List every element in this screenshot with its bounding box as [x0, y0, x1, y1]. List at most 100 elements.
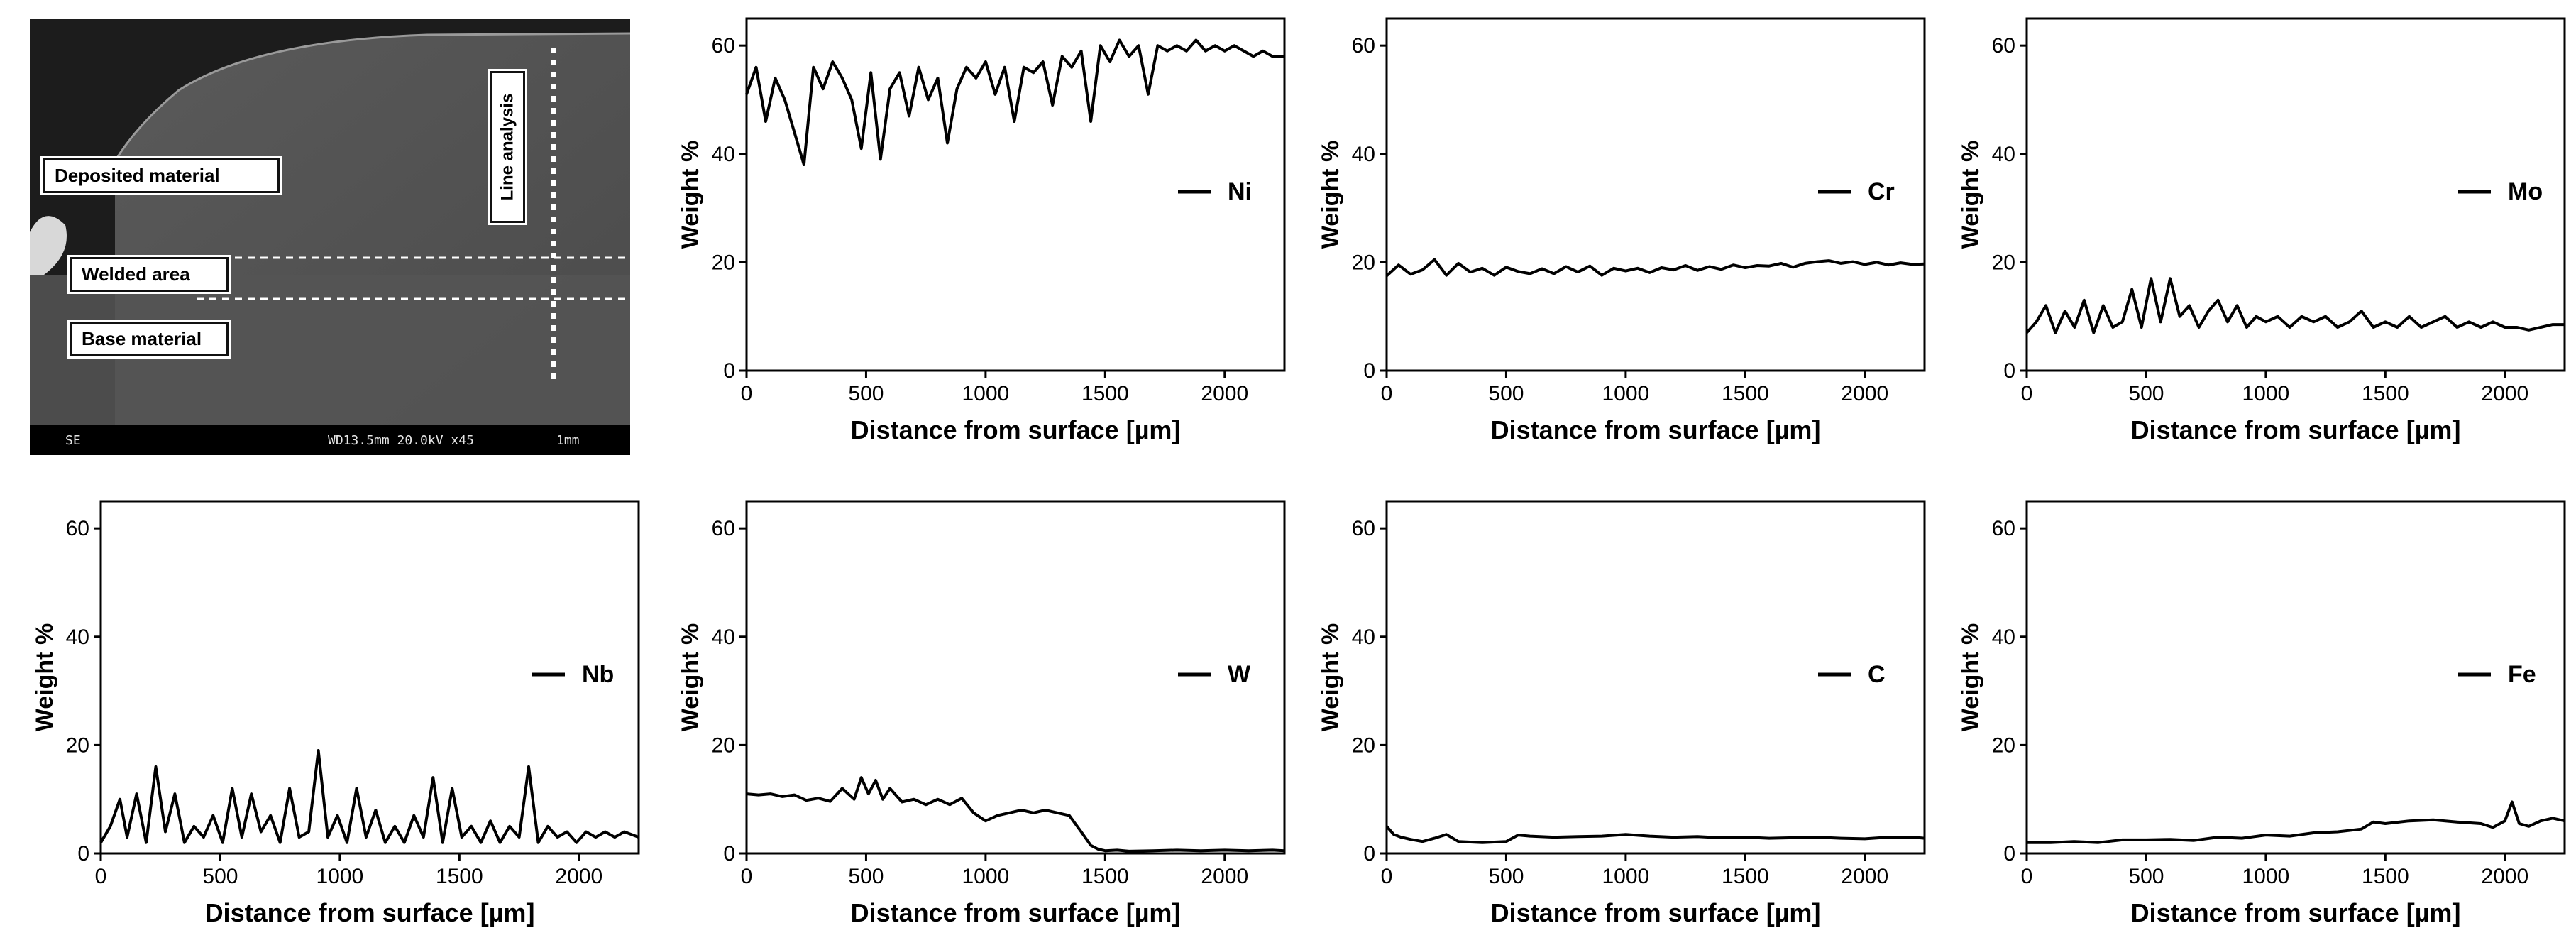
x-tick-label: 1500 — [2362, 865, 2409, 888]
x-tick-label: 2000 — [1841, 865, 1888, 888]
legend-label: Cr — [1868, 178, 1895, 205]
x-tick-label: 2000 — [1201, 382, 1248, 405]
x-tick-label: 1000 — [1602, 865, 1650, 888]
x-tick-label: 2000 — [1201, 865, 1248, 888]
plot-frame — [1385, 17, 1926, 372]
x-tick-label: 0 — [95, 865, 107, 888]
chart-svg: 0 500 1000 1500 2000 0 20 40 60 Distance from sur… — [1317, 17, 1926, 444]
y-tick-label: 20 — [1992, 251, 2015, 274]
chart-svg: 0 500 1000 1500 2000 0 20 40 60 Distance from sur… — [677, 17, 1286, 444]
y-tick-label: 40 — [66, 626, 89, 649]
chart-mo: 0 500 1000 1500 2000 0 20 40 60 Distance from sur… — [1947, 0, 2572, 454]
y-tick-label: 0 — [2003, 359, 2015, 383]
chart-svg: 0 500 1000 1500 2000 0 20 40 60 Distance from sur… — [677, 500, 1286, 927]
x-axis-label: Distance from surface [µm] — [2131, 415, 2461, 444]
y-tick-label: 60 — [712, 34, 735, 58]
y-axis-label: Weight % — [31, 623, 58, 731]
chart-c: 0 500 1000 1500 2000 0 20 40 60 Distance from sur… — [1307, 483, 1932, 937]
plot-frame — [745, 17, 1286, 372]
y-tick-label: 20 — [66, 733, 89, 757]
chart-fe: 0 500 1000 1500 2000 0 20 40 60 Distance from sur… — [1947, 483, 2572, 937]
chart-cr: 0 500 1000 1500 2000 0 20 40 60 Distance from sur… — [1307, 0, 1932, 454]
y-tick-label: 40 — [1992, 143, 2015, 166]
x-axis-label: Distance from surface [µm] — [851, 898, 1181, 927]
y-axis-label: Weight % — [1317, 141, 1344, 249]
sem-info-bar: SE WD13.5mm 20.0kV x45 1mm — [30, 425, 630, 455]
line-analysis-label: Line analysis — [490, 71, 525, 223]
chart-svg: 0 500 1000 1500 2000 0 20 40 60 Distance from sur… — [1317, 500, 1926, 927]
x-tick-label: 1500 — [1722, 865, 1769, 888]
x-axis-label: Distance from surface [µm] — [2131, 898, 2461, 927]
x-tick-label: 0 — [2021, 865, 2033, 888]
plot-frame — [2025, 500, 2566, 855]
y-tick-label: 0 — [77, 842, 89, 866]
y-tick-label: 60 — [1992, 34, 2015, 58]
chart-svg: 0 500 1000 1500 2000 0 20 40 60 Distance from sur… — [31, 500, 640, 927]
sem-parameters: WD13.5mm 20.0kV x45 — [328, 433, 474, 448]
y-tick-label: 20 — [1352, 733, 1375, 757]
line-analysis-text: Line analysis — [497, 93, 517, 201]
legend-label: Mo — [2508, 178, 2543, 205]
sem-scale-bar-label: 1mm — [556, 433, 580, 448]
series-line-ni — [745, 38, 1284, 166]
x-tick-label: 1000 — [962, 382, 1010, 405]
x-tick-label: 2000 — [1841, 382, 1888, 405]
x-tick-label: 500 — [1488, 382, 1524, 405]
x-tick-label: 0 — [741, 865, 753, 888]
series-line-nb — [99, 749, 639, 844]
sem-micrograph: Deposited material Welded area Base mate… — [30, 19, 630, 455]
y-tick-label: 40 — [712, 143, 735, 166]
deposited-material-label: Deposited material — [43, 158, 280, 193]
y-axis-label: Weight % — [1957, 623, 1984, 731]
sem-detector-mode: SE — [65, 433, 81, 448]
y-tick-label: 20 — [712, 251, 735, 274]
chart-ni: 0 500 1000 1500 2000 0 20 40 60 Distance from sur… — [667, 0, 1292, 454]
x-tick-label: 1500 — [2362, 382, 2409, 405]
x-tick-label: 2000 — [555, 865, 602, 888]
x-tick-label: 0 — [2021, 382, 2033, 405]
y-tick-label: 60 — [1352, 34, 1375, 58]
x-tick-label: 500 — [202, 865, 238, 888]
x-tick-label: 2000 — [2481, 865, 2528, 888]
chart-nb: 0 500 1000 1500 2000 0 20 40 60 Distance from sur… — [21, 483, 646, 937]
sem-image-svg — [30, 19, 630, 455]
x-tick-label: 0 — [741, 382, 753, 405]
series-line-cr — [1385, 258, 1925, 277]
chart-w: 0 500 1000 1500 2000 0 20 40 60 Distance from sur… — [667, 483, 1292, 937]
y-tick-label: 0 — [2003, 842, 2015, 866]
x-tick-label: 1500 — [436, 865, 483, 888]
y-tick-label: 60 — [1352, 517, 1375, 540]
x-axis-label: Distance from surface [µm] — [1491, 415, 1821, 444]
x-tick-label: 500 — [2128, 865, 2164, 888]
x-axis-label: Distance from surface [µm] — [851, 415, 1181, 444]
plot-frame — [745, 500, 1286, 855]
chart-svg: 0 500 1000 1500 2000 0 20 40 60 Distance from sur… — [1957, 17, 2566, 444]
y-tick-label: 60 — [1992, 517, 2015, 540]
series-line-c — [1385, 825, 1925, 844]
x-tick-label: 0 — [1381, 865, 1393, 888]
series-line-mo — [2025, 277, 2565, 334]
sem-deposit-edge — [114, 32, 630, 162]
y-tick-label: 40 — [1992, 626, 2015, 649]
welded-area-label: Welded area — [70, 257, 229, 292]
y-tick-label: 0 — [1363, 842, 1375, 866]
y-tick-label: 20 — [1992, 733, 2015, 757]
sem-edge-artifact — [30, 216, 67, 275]
x-axis-label: Distance from surface [µm] — [205, 898, 535, 927]
y-axis-label: Weight % — [1957, 141, 1984, 249]
y-tick-label: 0 — [723, 842, 735, 866]
legend-label: Nb — [582, 661, 614, 688]
x-tick-label: 1000 — [317, 865, 364, 888]
x-tick-label: 0 — [1381, 382, 1393, 405]
legend-label: C — [1868, 661, 1886, 688]
series-line-w — [746, 776, 1285, 853]
y-tick-label: 40 — [1352, 626, 1375, 649]
x-axis-label: Distance from surface [µm] — [1491, 898, 1821, 927]
y-tick-label: 0 — [1363, 359, 1375, 383]
y-tick-label: 60 — [66, 517, 89, 540]
y-tick-label: 60 — [712, 517, 735, 540]
x-tick-label: 1000 — [2242, 865, 2290, 888]
x-tick-label: 500 — [2128, 382, 2164, 405]
y-tick-label: 0 — [723, 359, 735, 383]
y-tick-label: 40 — [712, 626, 735, 649]
